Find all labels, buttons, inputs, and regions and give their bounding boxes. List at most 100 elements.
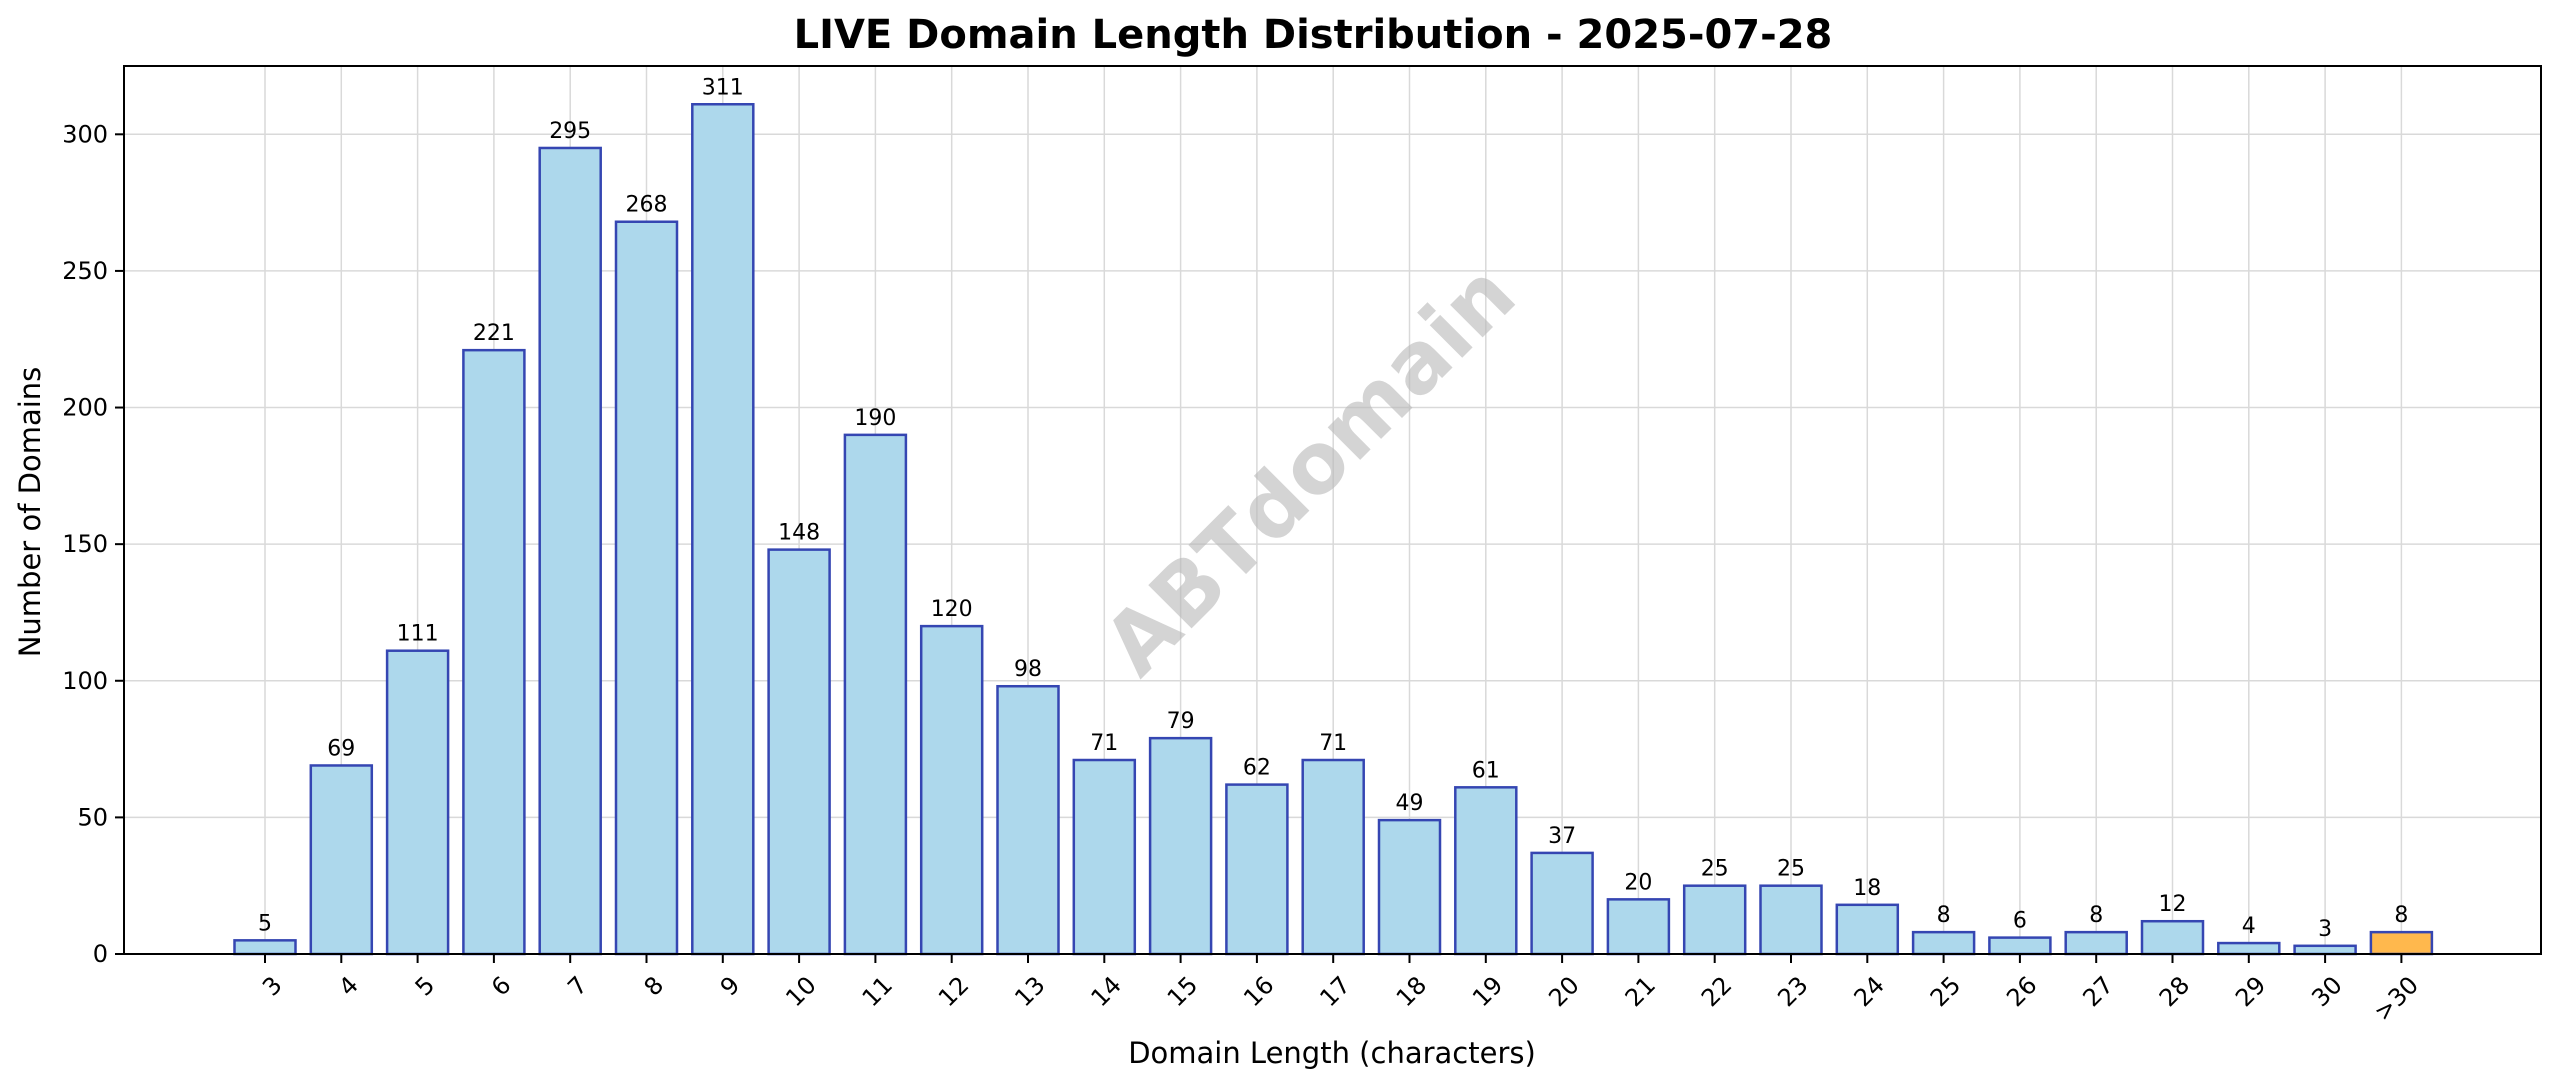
data-label: 79 [1167, 709, 1195, 734]
bar-9 [691, 103, 755, 956]
bar-7 [538, 146, 602, 956]
watermark: ABTdomain [1085, 245, 1534, 694]
bar-17 [1301, 758, 1365, 956]
x-tick-label: 15 [1162, 971, 1203, 1012]
x-tick-label: 8 [639, 971, 670, 1002]
y-tick-label: 0 [93, 940, 108, 968]
bar-22 [1682, 884, 1747, 956]
bar-15 [1148, 736, 1213, 956]
x-tick-label: 6 [486, 971, 517, 1002]
bar-11 [843, 433, 908, 956]
x-tick-label: 19 [1467, 971, 1508, 1012]
data-label: 49 [1396, 791, 1424, 816]
data-label: 25 [1701, 857, 1729, 882]
x-tick-label: 21 [1620, 971, 1661, 1012]
y-tick-label: 200 [62, 394, 108, 422]
bar-8 [614, 220, 679, 956]
bar-19 [1454, 786, 1518, 956]
x-tick-label: 25 [1925, 971, 1966, 1012]
y-tick-label: 250 [62, 257, 108, 285]
bar-24 [1835, 903, 1900, 956]
data-label: 295 [549, 119, 591, 144]
bar-30 [2293, 944, 2357, 956]
data-label: 25 [1777, 857, 1805, 882]
bar-12 [919, 624, 984, 956]
data-label: 8 [1937, 903, 1951, 928]
data-label: 148 [778, 521, 820, 546]
bar-14 [1072, 758, 1137, 956]
plot-frame [123, 65, 2542, 955]
data-label: 37 [1548, 824, 1576, 849]
x-tick-label: 11 [857, 971, 898, 1012]
data-label: 6 [2013, 909, 2027, 934]
x-axis-label: Domain Length (characters) [1128, 1036, 1536, 1070]
y-tick-label: 100 [62, 667, 108, 695]
y-tick-label: 50 [77, 803, 108, 831]
x-tick-label: 10 [780, 971, 821, 1012]
data-label: 311 [702, 75, 744, 100]
data-label: 8 [2394, 903, 2408, 928]
bar-29 [2217, 941, 2281, 956]
x-tick-label: 20 [1543, 971, 1584, 1012]
y-tick-label: 150 [62, 530, 108, 558]
bar-25 [1911, 930, 1976, 956]
y-axis-label: Number of Domains [13, 367, 47, 658]
x-tick-label: 14 [1086, 971, 1127, 1012]
bar-21 [1606, 898, 1671, 956]
data-label: 4 [2242, 914, 2256, 939]
data-label: 190 [854, 406, 896, 431]
data-label: 69 [327, 736, 355, 761]
bar-10 [767, 548, 831, 956]
chart-title: LIVE Domain Length Distribution - 2025-0… [794, 12, 1833, 58]
x-tick-label: 24 [1849, 971, 1890, 1012]
bar-3 [233, 939, 297, 956]
x-tick-label: >30 [2368, 971, 2424, 1027]
y-tick-label: 300 [62, 120, 108, 148]
bars [233, 103, 2434, 956]
x-tick-label: 9 [715, 971, 746, 1002]
bar-27 [2064, 930, 2128, 956]
bar-20 [1530, 851, 1594, 956]
x-tick-label: 30 [2306, 971, 2347, 1012]
data-label: 8 [2089, 903, 2103, 928]
x-tick-label: 18 [1391, 971, 1432, 1012]
bar-18 [1377, 818, 1442, 956]
x-tick-label: 4 [333, 971, 364, 1002]
x-tick-label: 12 [933, 971, 974, 1012]
data-labels: 5 69 111 221 295 268 311 148 190 120 98 71 79 62 71 49 6… [258, 75, 2408, 942]
x-tick-label: 23 [1772, 971, 1813, 1012]
x-tick-label: 17 [1314, 971, 1355, 1012]
data-label: 5 [258, 911, 272, 936]
bar-4 [309, 764, 374, 956]
bar->30 [2369, 930, 2434, 956]
bar-23 [1759, 884, 1823, 956]
bar-6 [462, 348, 526, 956]
x-tick-label: 7 [562, 971, 593, 1002]
x-tick-label: 13 [1009, 971, 1050, 1012]
x-tick-label: 29 [2230, 971, 2271, 1012]
x-tick-label: 22 [1696, 971, 1737, 1012]
data-label: 71 [1319, 731, 1347, 756]
data-label: 61 [1472, 758, 1500, 783]
data-label: 12 [2159, 892, 2187, 917]
bar-26 [1988, 936, 2052, 956]
x-tick-label: 3 [257, 971, 288, 1002]
data-label: 221 [473, 321, 515, 346]
data-label: 20 [1624, 870, 1652, 895]
data-label: 62 [1243, 756, 1271, 781]
data-label: 98 [1014, 657, 1042, 682]
data-label: 268 [626, 193, 668, 218]
x-tick-label: 26 [2001, 971, 2042, 1012]
bar-13 [996, 684, 1060, 956]
x-tick-label: 16 [1238, 971, 1279, 1012]
x-tick-label: 5 [410, 971, 441, 1002]
x-tick-label: 28 [2154, 971, 2195, 1012]
bar-28 [2140, 919, 2205, 956]
data-label: 18 [1853, 876, 1881, 901]
data-label: 71 [1090, 731, 1118, 756]
bar-5 [385, 649, 450, 956]
data-label: 120 [931, 597, 973, 622]
bar-16 [1225, 783, 1289, 956]
